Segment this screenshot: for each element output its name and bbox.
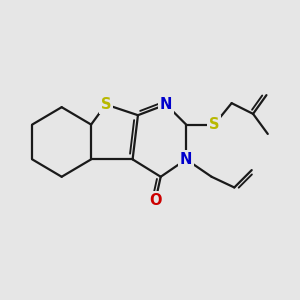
Text: S: S [209,117,220,132]
Text: N: N [160,97,172,112]
Text: S: S [100,97,111,112]
Text: N: N [180,152,192,167]
Text: O: O [149,194,162,208]
